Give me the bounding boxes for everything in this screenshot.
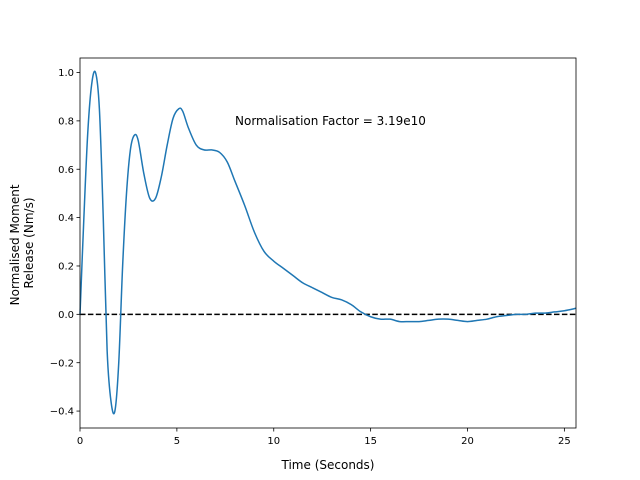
y-axis-label-line-2: Release (Nm/s) xyxy=(22,197,36,288)
y-tick-label: −0.4 xyxy=(50,407,74,418)
y-tick-label: 1.0 xyxy=(58,68,74,79)
y-tick-label: 0.2 xyxy=(58,262,74,273)
x-tick-label: 20 xyxy=(461,436,474,447)
plot-frame xyxy=(79,57,577,429)
x-tick-label: 0 xyxy=(77,436,83,447)
y-tick-label: 0.4 xyxy=(58,213,74,224)
x-axis-ticks: 0 5 10 15 20 25 xyxy=(77,428,571,447)
plot-area xyxy=(80,58,576,428)
y-tick-label: 0.0 xyxy=(58,310,74,321)
x-tick-label: 5 xyxy=(174,436,180,447)
y-tick-label: −0.2 xyxy=(50,358,74,369)
y-tick-label: 0.6 xyxy=(58,165,74,176)
series-layer xyxy=(79,70,577,415)
x-tick-label: 15 xyxy=(364,436,377,447)
normalisation-factor-annotation: Normalisation Factor = 3.19e10 xyxy=(235,114,426,128)
x-tick-label: 25 xyxy=(558,436,571,447)
y-axis-label: Normalised Moment Release (Nm/s) xyxy=(8,181,36,306)
x-axis-label: Time (Seconds) xyxy=(281,458,375,472)
y-axis-label-line-1: Normalised Moment xyxy=(8,184,22,305)
x-tick-label: 10 xyxy=(267,436,280,447)
moment-release-series-line xyxy=(79,70,577,415)
y-tick-label: 0.8 xyxy=(58,116,74,127)
y-axis-ticks: −0.4 −0.2 0.0 0.2 0.4 0.6 0.8 1.0 xyxy=(50,68,80,418)
